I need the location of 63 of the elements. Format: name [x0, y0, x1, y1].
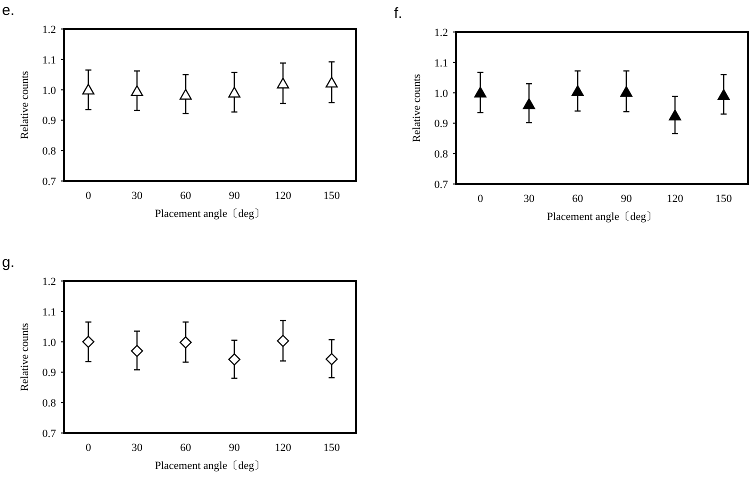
- y-tick-label: 0.9: [42, 367, 56, 380]
- x-tick-label: 150: [715, 193, 732, 205]
- y-tick-label: 0.7: [42, 176, 56, 188]
- point: [130, 344, 144, 358]
- y-axis-title: Relative counts: [19, 322, 31, 392]
- point: [82, 336, 94, 348]
- point: [326, 353, 338, 366]
- point: [326, 76, 338, 88]
- point: [228, 353, 240, 366]
- x-axis-title: Placement angle〔deg〕: [154, 460, 266, 472]
- point: [474, 86, 486, 98]
- x-tick-label: 60: [180, 442, 192, 454]
- x-tick-label: 30: [132, 190, 143, 202]
- x-tick-label: 0: [86, 442, 92, 454]
- y-tick-label: 1.2: [434, 27, 448, 39]
- point: [620, 86, 632, 97]
- chart-title: e.: [2, 2, 15, 19]
- point: [572, 85, 584, 96]
- y-axis-title: Relative counts: [19, 70, 31, 140]
- chart-title: g.: [2, 254, 15, 271]
- x-tick-label: 90: [620, 193, 632, 205]
- point: [82, 84, 94, 95]
- y-tick-label: 0.8: [42, 398, 56, 410]
- point: [180, 88, 192, 100]
- y-tick-label: 1.1: [434, 57, 448, 70]
- point: [228, 86, 240, 98]
- x-tick-label: 90: [228, 190, 240, 202]
- y-tick-label: 0.9: [42, 115, 56, 128]
- point: [668, 110, 682, 120]
- y-tick-label: 1.0: [42, 84, 56, 97]
- y-tick-label: 1.2: [42, 24, 56, 36]
- x-tick-label: 30: [524, 193, 535, 205]
- y-tick-label: 1.1: [42, 306, 56, 318]
- point: [522, 98, 536, 110]
- x-tick-label: 0: [478, 193, 484, 205]
- x-axis-title: Placement angle〔deg〕: [546, 211, 658, 223]
- y-tick-label: 1.0: [42, 336, 56, 349]
- x-tick-label: 90: [228, 442, 240, 454]
- y-tick-label: 0.9: [434, 118, 448, 130]
- x-tick-label: 120: [666, 193, 684, 205]
- point: [180, 336, 192, 349]
- x-tick-label: 0: [86, 190, 92, 202]
- x-tick-label: 120: [274, 190, 292, 202]
- x-tick-label: 60: [180, 190, 192, 202]
- x-tick-label: 30: [132, 442, 143, 454]
- y-tick-label: 0.7: [42, 428, 56, 440]
- y-tick-label: 0.7: [434, 179, 448, 191]
- y-tick-label: 0.8: [42, 146, 56, 158]
- x-axis-title: Placement angle〔deg〕: [154, 208, 266, 220]
- y-axis-title: Relative counts: [411, 74, 423, 142]
- y-tick-label: 1.2: [42, 276, 56, 288]
- y-tick-label: 1.1: [42, 54, 56, 66]
- x-tick-label: 150: [323, 190, 340, 202]
- x-tick-label: 60: [572, 193, 584, 205]
- point: [130, 85, 144, 96]
- point: [718, 89, 730, 100]
- chart-title: f.: [394, 5, 402, 22]
- point: [276, 78, 290, 88]
- x-tick-label: 150: [323, 442, 340, 454]
- y-tick-label: 0.8: [434, 148, 448, 161]
- point: [276, 334, 290, 347]
- x-tick-label: 120: [274, 442, 292, 454]
- y-tick-label: 1.0: [434, 88, 448, 100]
